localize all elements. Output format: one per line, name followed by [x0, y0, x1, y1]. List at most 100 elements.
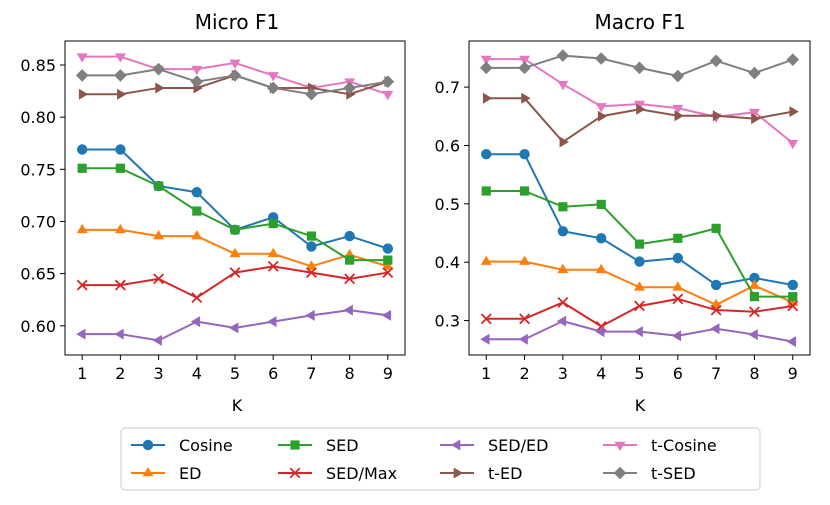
macro-f1-point-t-ed — [636, 103, 646, 115]
micro-f1-point-t-sed — [381, 75, 395, 88]
micro-f1-point-cosine — [76, 144, 88, 155]
micro-f1-title: Micro F1 — [195, 10, 279, 34]
macro-f1-point-t-ed — [482, 92, 493, 104]
macro-f1-point-ed — [519, 255, 531, 265]
macro-f1-point-t-ed — [521, 92, 531, 104]
micro-f1-x-tick-label: 2 — [115, 364, 125, 383]
micro-f1-y-tick-label: 0.80 — [20, 108, 56, 127]
micro-f1-y-tick-label: 0.70 — [20, 212, 56, 231]
macro-f1-point-sed — [519, 186, 530, 196]
macro-f1-point-sed-max — [672, 293, 684, 305]
legend-item-ed: ED — [131, 464, 201, 483]
micro-f1-point-sed — [345, 255, 355, 265]
micro-f1-point-sed-ed — [114, 328, 124, 340]
micro-f1-point-sed-ed — [381, 309, 392, 321]
macro-f1-point-t-ed — [712, 110, 723, 122]
micro-f1-x-axis-label: K — [232, 396, 243, 415]
legend-label-t-sed: t-SED — [651, 464, 696, 483]
macro-f1-point-sed-max — [480, 313, 492, 325]
legend-item-t-ed: t-ED — [440, 464, 522, 483]
macro-f1-point-sed-ed — [710, 323, 720, 335]
macro-f1-x-tick-label: 7 — [711, 364, 721, 383]
macro-f1-series-sed-ed — [480, 315, 797, 348]
micro-f1-point-sed-max — [191, 292, 203, 304]
micro-f1-x-tick-label: 6 — [268, 364, 278, 383]
macro-f1-point-sed — [788, 292, 798, 302]
macro-f1-point-sed — [596, 199, 606, 210]
micro-f1-point-sed — [383, 255, 393, 265]
micro-f1-point-sed-max — [267, 260, 279, 272]
macro-f1-point-t-sed — [556, 49, 570, 62]
legend-marker-sed-ed — [451, 439, 461, 451]
macro-f1-point-sed — [558, 202, 568, 212]
micro-f1-point-ed — [153, 230, 165, 240]
macro-f1-point-t-cosine — [595, 103, 607, 113]
macro-f1-y-tick-label: 0.7 — [435, 78, 460, 97]
legend-item-sed-ed: SED/ED — [440, 436, 548, 455]
macro-f1-point-sed-ed — [671, 330, 682, 342]
macro-f1-point-t-sed — [748, 66, 761, 80]
micro-f1-point-t-sed — [114, 69, 127, 82]
micro-f1-y-tick-label: 0.65 — [20, 265, 56, 284]
macro-f1-x-tick-label: 2 — [519, 364, 529, 383]
micro-f1-point-sed-max — [382, 267, 394, 279]
macro-f1-point-sed-max — [787, 300, 799, 312]
macro-f1-series-t-cosine — [480, 55, 799, 150]
macro-f1-point-t-sed — [594, 52, 608, 65]
legend-box — [120, 427, 761, 491]
legend-label-t-ed: t-ED — [488, 464, 522, 483]
micro-f1-x-tick-label: 9 — [383, 364, 393, 383]
micro-f1-point-sed — [115, 163, 125, 173]
macro-f1-point-cosine — [519, 149, 530, 160]
micro-f1-point-ed — [191, 230, 203, 240]
macro-f1-point-cosine — [634, 256, 645, 267]
macro-f1-point-ed — [672, 281, 684, 291]
micro-f1-point-ed — [114, 223, 126, 234]
macro-f1-x-tick-label: 6 — [673, 364, 683, 383]
legend-item-t-cosine: t-Cosine — [603, 436, 717, 455]
micro-f1-point-sed-ed — [76, 328, 86, 340]
macro-f1-point-sed — [634, 239, 645, 249]
macro-f1-point-t-cosine — [557, 80, 569, 91]
macro-f1-point-cosine — [787, 279, 798, 291]
macro-f1-point-t-cosine — [519, 55, 531, 66]
macro-f1-point-t-ed — [751, 113, 761, 125]
macro-f1-point-cosine — [749, 272, 760, 284]
macro-f1-point-sed — [481, 186, 491, 196]
macro-f1-point-cosine — [595, 233, 607, 244]
macro-f1-x-tick-label: 5 — [634, 364, 644, 383]
legend-item-sed-max: SED/Max — [278, 464, 397, 483]
macro-f1-point-t-cosine — [634, 100, 645, 111]
macro-f1-point-sed-ed — [518, 333, 528, 345]
legend-label-sed-ed: SED/ED — [488, 436, 548, 455]
micro-f1-point-t-cosine — [229, 59, 241, 69]
macro-f1-point-cosine — [557, 226, 569, 237]
macro-f1-point-cosine — [710, 279, 722, 291]
macro-f1-y-tick-label: 0.5 — [435, 195, 460, 214]
micro-f1-line-sed-max — [82, 265, 388, 299]
micro-f1-series-ed — [76, 223, 394, 270]
legend-marker-sed — [290, 440, 300, 450]
micro-f1-point-sed-ed — [229, 322, 239, 334]
macro-f1-point-t-cosine — [480, 55, 492, 66]
micro-f1-point-t-cosine — [76, 53, 88, 63]
micro-f1-point-sed-ed — [152, 334, 162, 346]
micro-f1-x-tick-label: 1 — [77, 364, 87, 383]
macro-f1-point-ed — [480, 255, 492, 265]
micro-f1-point-sed-ed — [343, 304, 353, 316]
micro-f1-x-tick-label: 8 — [345, 364, 355, 383]
macro-f1-point-ed — [748, 279, 760, 289]
micro-f1-x-tick-label: 7 — [306, 364, 316, 383]
micro-f1-x-tick-label: 4 — [192, 364, 202, 383]
macro-f1-point-t-ed — [597, 110, 608, 122]
micro-f1-point-cosine — [382, 243, 394, 254]
micro-f1-x-tick-label: 5 — [230, 364, 240, 383]
macro-f1-point-t-sed — [633, 61, 646, 75]
micro-f1-series-sed-ed — [76, 304, 392, 346]
legend-item-t-sed: t-SED — [603, 464, 696, 483]
macro-f1-point-t-ed — [674, 110, 684, 122]
micro-f1-point-cosine — [115, 144, 126, 155]
macro-f1-series-sed — [481, 186, 798, 302]
micro-f1-y-tick-label: 0.85 — [20, 56, 56, 75]
legend-label-cosine: Cosine — [179, 436, 233, 455]
